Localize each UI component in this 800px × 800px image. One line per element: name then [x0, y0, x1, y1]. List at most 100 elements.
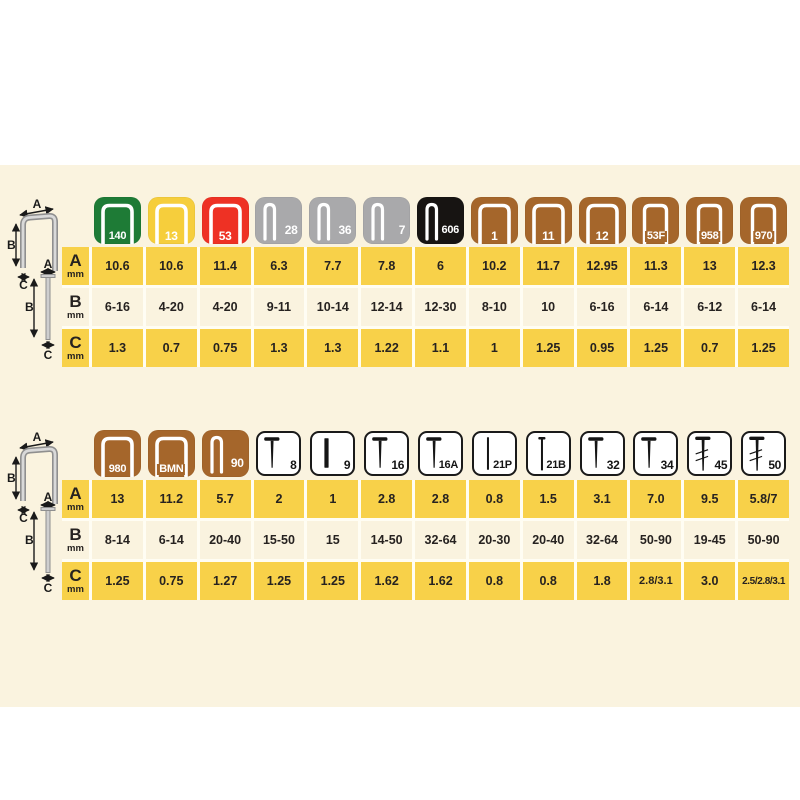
type-label-36: 36	[338, 222, 352, 237]
staple-type-icon-970: 970	[740, 196, 788, 244]
value-BMN-c: 0.75	[145, 562, 197, 600]
type-label-53F: 53F	[644, 229, 667, 242]
icon-cell-8: 8	[254, 429, 305, 477]
staple-type-icon-13: 13	[147, 196, 195, 244]
icon-cell-13: 13	[146, 196, 197, 244]
nail-type-icon-16: 16	[364, 430, 410, 476]
value-36-a: 7.7	[307, 247, 359, 285]
nail-type-icon-50: 50	[741, 430, 787, 476]
type-label-9: 9	[343, 457, 351, 472]
value-11-b: 10	[522, 288, 574, 326]
value-16-b: 14-50	[361, 521, 413, 559]
value-8-a: 2	[253, 480, 305, 518]
value-11-a: 11.7	[522, 247, 574, 285]
type-label-45: 45	[714, 457, 728, 472]
type-label-980: 980	[106, 462, 129, 475]
type-label-34: 34	[660, 457, 674, 472]
type-label-13: 13	[162, 228, 180, 243]
icons-row: 980 BMN 90 8 9 16 16A 21P 21B 32 34 45 50	[62, 429, 789, 477]
icon-cell-36: 36	[307, 196, 358, 244]
value-7-b: 12-14	[361, 288, 413, 326]
icon-cell-980: 980	[92, 429, 143, 477]
value-16-a: 2.8	[361, 480, 413, 518]
nail-type-icon-21B: 21B	[525, 430, 571, 476]
nail-type-icon-45: 45	[687, 430, 733, 476]
staple-type-icon-BMN: BMN	[147, 429, 195, 477]
icon-cell-34: 34	[630, 429, 681, 477]
staple-dim-a-label: A	[33, 198, 42, 211]
type-label-7: 7	[398, 222, 406, 237]
nail-type-icon-34: 34	[633, 430, 679, 476]
value-16A-b: 32-64	[415, 521, 466, 559]
value-21P-b: 20-30	[468, 521, 520, 559]
icons-row: 140 13 53 28 36 7 606 1 11 12 53F 958 970	[62, 196, 789, 244]
value-50-b: 50-90	[738, 521, 789, 559]
icon-cell-958: 958	[684, 196, 735, 244]
icon-cell-32: 32	[577, 429, 628, 477]
staple-type-icon-28: 28	[255, 196, 303, 244]
nail-dim-a-label: A	[44, 491, 53, 504]
value-32-c: 1.8	[576, 562, 628, 600]
value-9-a: 1	[307, 480, 359, 518]
staple-type-icon-53: 53	[201, 196, 249, 244]
value-21B-a: 1.5	[522, 480, 574, 518]
value-21B-b: 20-40	[522, 521, 574, 559]
value-12-c: 0.95	[576, 329, 628, 367]
staple-dim-b-label: B	[7, 238, 16, 252]
value-9-b: 15	[307, 521, 359, 559]
value-28-c: 1.3	[253, 329, 305, 367]
row-letter-b: B	[69, 525, 82, 545]
value-53-b: 4-20	[199, 288, 251, 326]
icon-cell-53F: 53F	[630, 196, 681, 244]
row-unit-b: mm	[67, 543, 84, 555]
icon-cell-1: 1	[469, 196, 520, 244]
value-140-c: 1.3	[92, 329, 143, 367]
value-21B-c: 0.8	[522, 562, 574, 600]
nail-diagram: A B C	[24, 490, 70, 600]
icon-cell-28: 28	[254, 196, 305, 244]
type-label-21P: 21P	[493, 458, 512, 471]
value-53-a: 11.4	[199, 247, 251, 285]
value-36-c: 1.3	[307, 329, 359, 367]
value-13-b: 4-20	[145, 288, 197, 326]
type-label-140: 140	[106, 229, 129, 242]
value-16A-c: 1.62	[415, 562, 466, 600]
value-970-a: 12.3	[738, 247, 789, 285]
type-label-16A: 16A	[438, 458, 459, 471]
value-16A-a: 2.8	[415, 480, 466, 518]
staple-dim-a-label: A	[33, 431, 42, 444]
icons-row-spacer	[62, 196, 89, 244]
value-BMN-b: 6-14	[145, 521, 197, 559]
staple-type-icon-12: 12	[578, 196, 626, 244]
value-28-a: 6.3	[253, 247, 305, 285]
staple-type-icon-11: 11	[524, 196, 572, 244]
value-34-b: 50-90	[630, 521, 682, 559]
value-606-c: 1.1	[415, 329, 466, 367]
value-1-c: 1	[468, 329, 520, 367]
icon-cell-7: 7	[361, 196, 412, 244]
value-12-a: 12.95	[576, 247, 628, 285]
type-label-21B: 21B	[546, 458, 566, 471]
icon-cell-53: 53	[200, 196, 251, 244]
value-45-a: 9.5	[684, 480, 736, 518]
value-45-b: 19-45	[684, 521, 736, 559]
staple-diagram: A B C	[6, 197, 64, 295]
type-label-90: 90	[230, 455, 244, 470]
value-13-c: 0.7	[145, 329, 197, 367]
type-label-53: 53	[216, 228, 234, 243]
value-12-b: 6-16	[576, 288, 628, 326]
nail-dim-b-label: B	[25, 300, 34, 314]
staple-dim-b-label: B	[7, 471, 16, 485]
row-unit-a: mm	[67, 502, 84, 514]
staple-dim-c-label: C	[19, 278, 28, 290]
icon-cell-970: 970	[738, 196, 789, 244]
type-label-12: 12	[593, 228, 611, 243]
staple-diagram: A B C	[6, 430, 64, 528]
type-label-970: 970	[752, 229, 775, 242]
icon-cell-16A: 16A	[415, 429, 466, 477]
